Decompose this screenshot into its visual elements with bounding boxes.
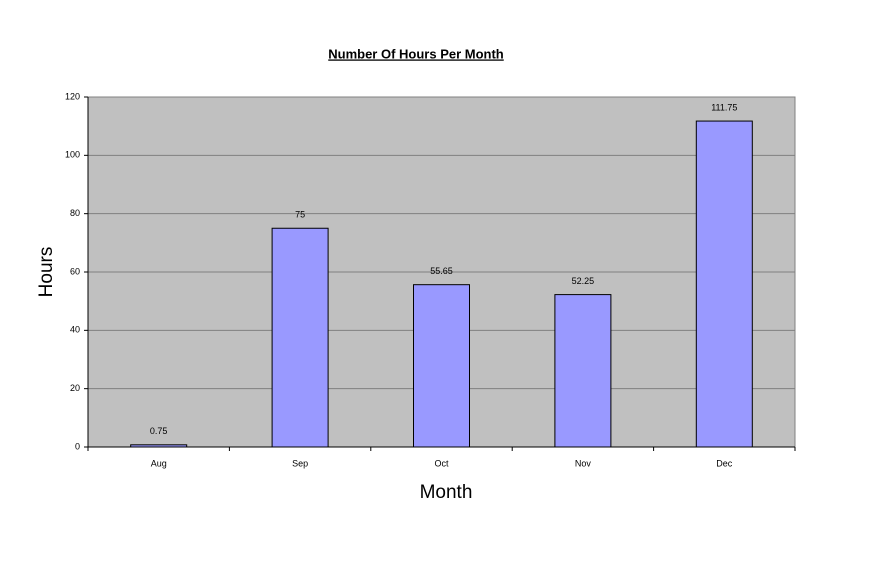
- y-tick-label: 20: [70, 383, 80, 393]
- y-tick-label: 60: [70, 266, 80, 276]
- value-label: 111.75: [711, 102, 737, 112]
- bar: [271, 227, 329, 448]
- value-label: 55.65: [430, 266, 453, 276]
- y-tick-label: 80: [70, 208, 80, 218]
- x-tick-label: Dec: [716, 458, 733, 468]
- x-tick-label: Sep: [292, 458, 308, 468]
- x-tick-label: Aug: [151, 458, 167, 468]
- x-axis-title: Month: [420, 482, 473, 503]
- y-axis-title: Hours: [36, 247, 57, 298]
- value-label: 0.75: [150, 426, 168, 436]
- y-tick-label: 40: [70, 325, 80, 335]
- y-tick-label: 0: [75, 441, 80, 451]
- bar: [130, 444, 188, 448]
- y-tick-label: 120: [65, 91, 80, 101]
- x-tick-label: Nov: [575, 458, 592, 468]
- bar: [695, 120, 753, 448]
- chart-title: Number Of Hours Per Month: [328, 46, 504, 61]
- bar: [413, 284, 470, 448]
- y-tick-label: 100: [65, 150, 80, 160]
- x-tick-label: Oct: [434, 458, 449, 468]
- value-label: 52.25: [572, 276, 595, 286]
- value-label: 75: [295, 210, 305, 220]
- bar: [554, 294, 612, 448]
